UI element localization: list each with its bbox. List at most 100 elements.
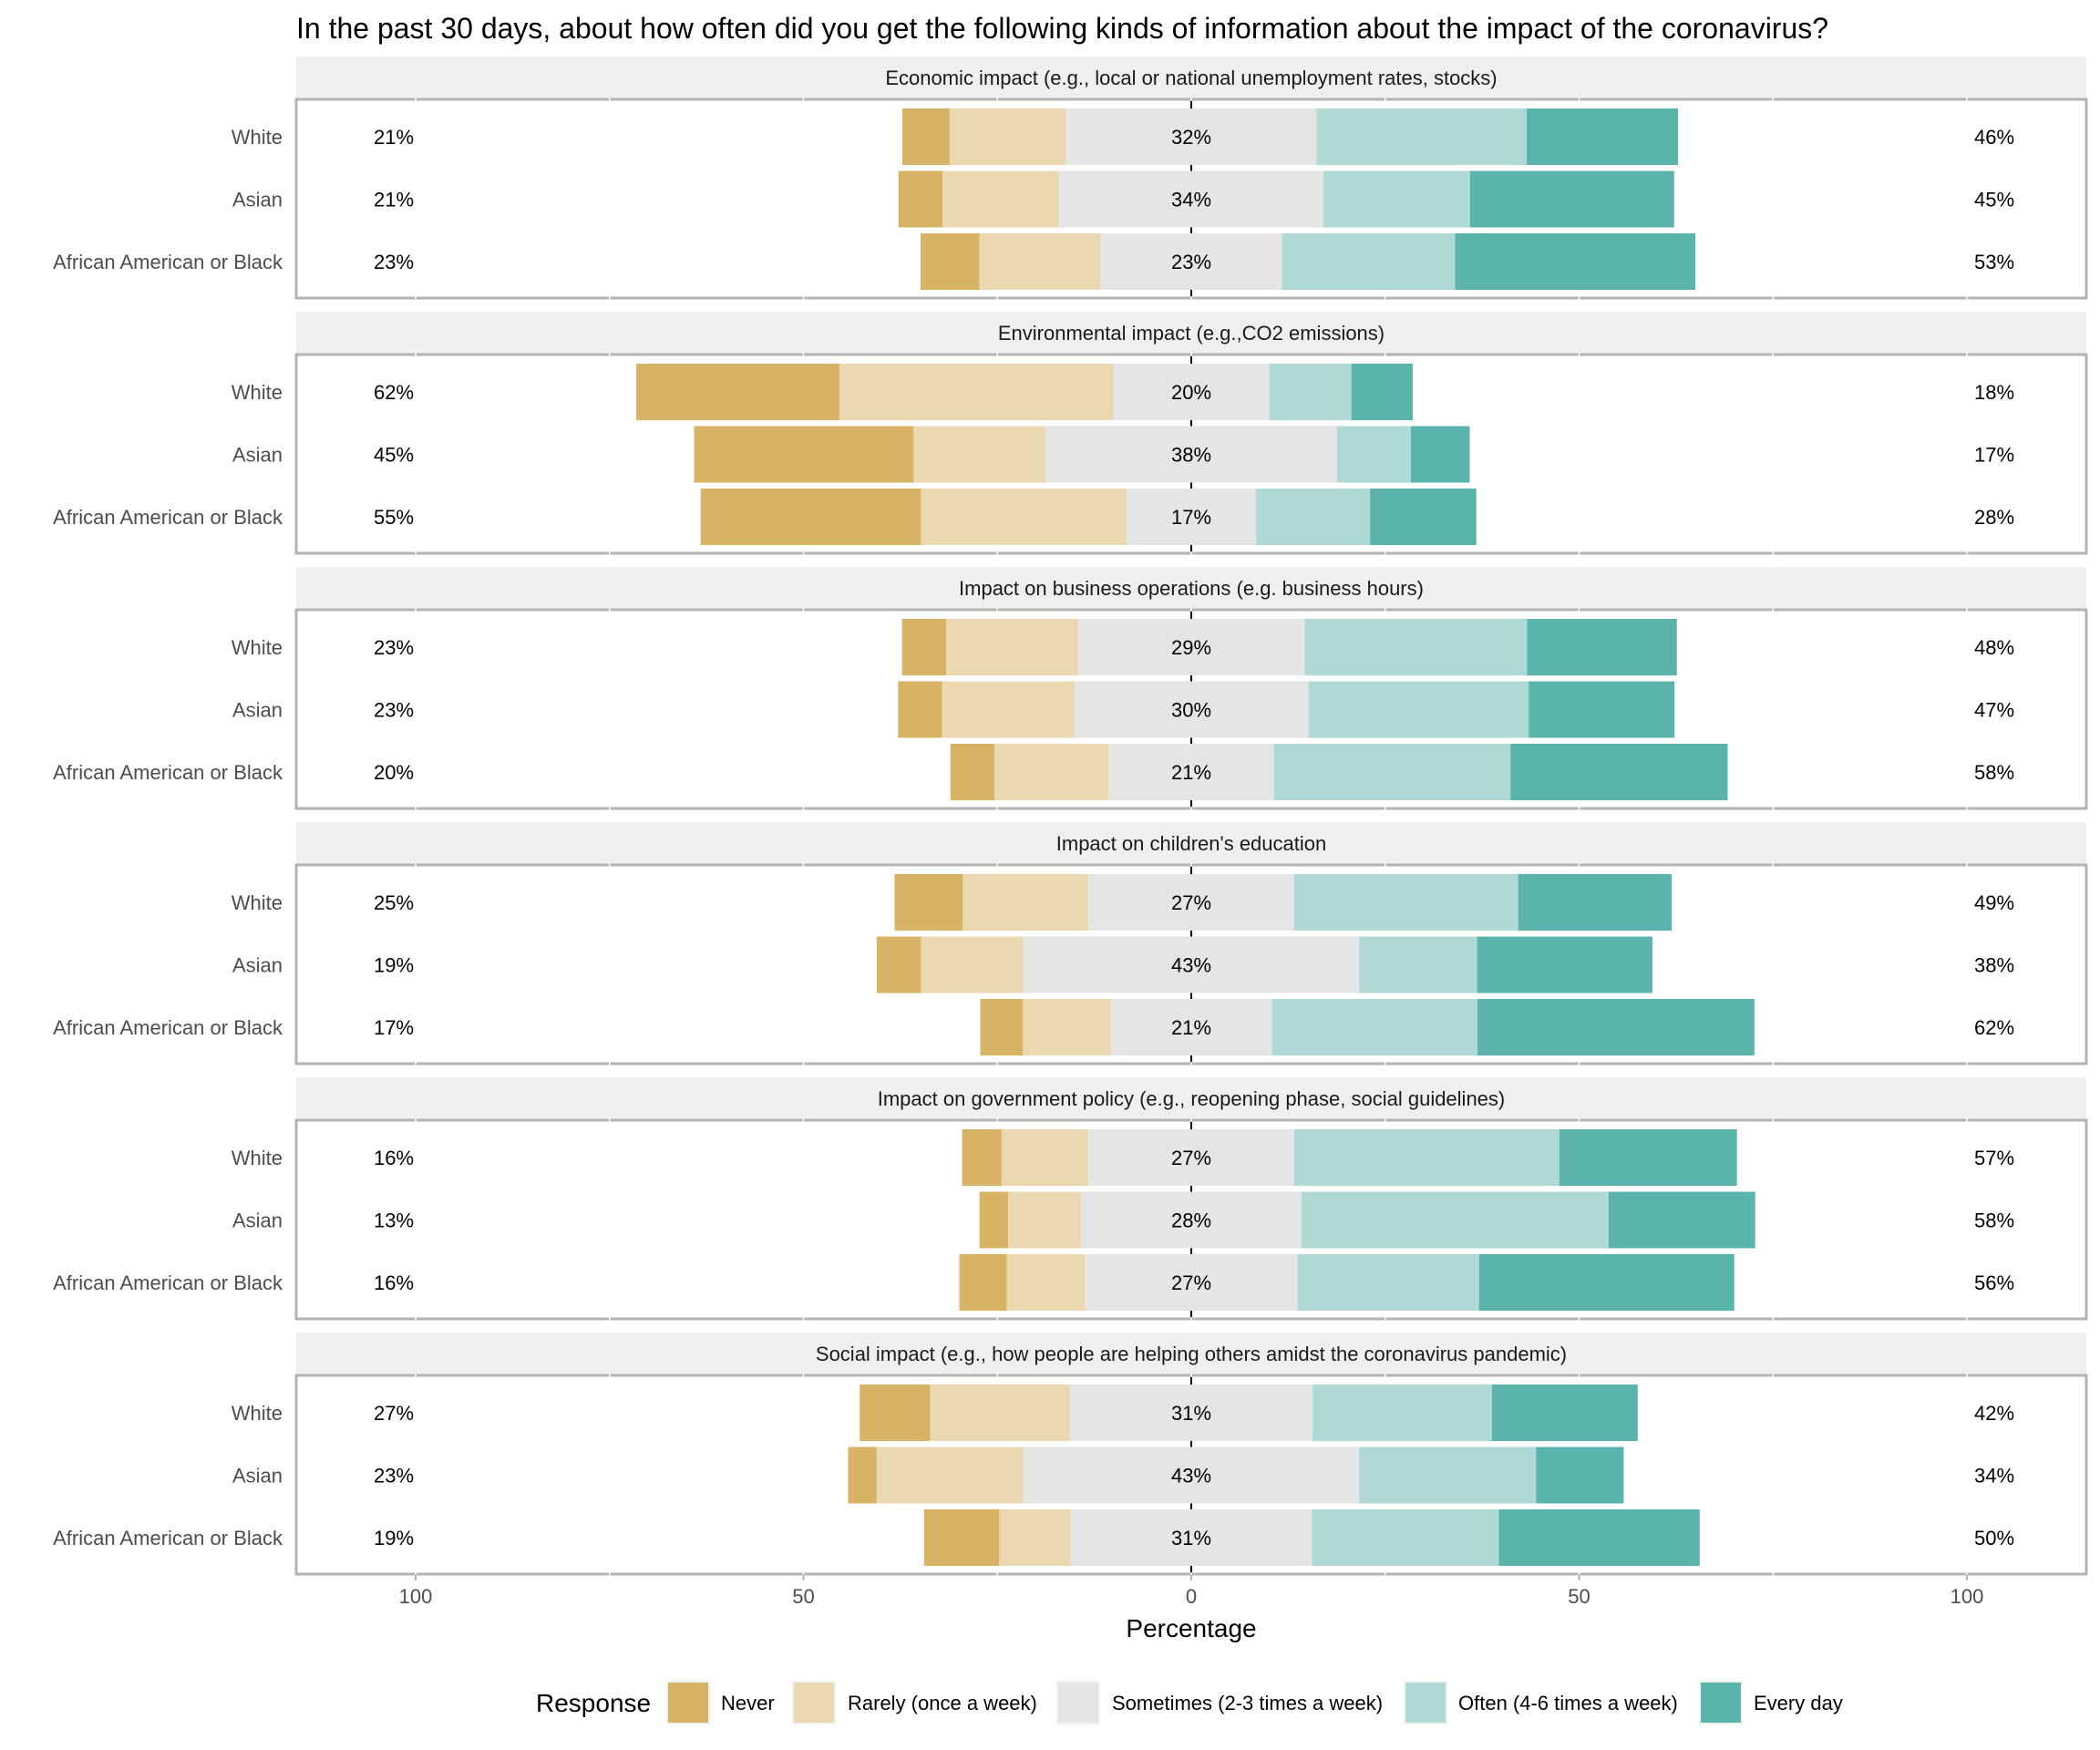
- bar-segment-rarely: [946, 619, 1078, 675]
- negative-total-label: 55%: [374, 506, 414, 529]
- bar-segment-sometimes: [1081, 1191, 1302, 1249]
- positive-total-label: 42%: [1974, 1402, 2014, 1425]
- bar-segment-never: [962, 1129, 1002, 1186]
- x-tick-label: 100: [1951, 1585, 1984, 1608]
- bar-segment-often: [1359, 1446, 1537, 1504]
- legend-key-swatch: [1405, 1683, 1446, 1723]
- neutral-label: 17%: [1171, 506, 1211, 529]
- legend: Response Never Rarely (once a week) Someti…: [536, 1681, 1843, 1724]
- bar-segment-rarely: [942, 170, 1059, 228]
- x-axis-title: Percentage: [1126, 1614, 1256, 1642]
- legend-item: Sometimes (2-3 times a week): [1056, 1681, 1383, 1724]
- bar-segment-every: [1410, 426, 1470, 483]
- facet-panel: Environmental impact (e.g.,CO2 emissions…: [53, 312, 2088, 555]
- bar-segment-often: [1301, 1191, 1609, 1249]
- bar-segment-sometimes: [1085, 1254, 1298, 1311]
- negative-total-label: 16%: [374, 1271, 414, 1294]
- bar-segment-often: [1273, 744, 1511, 800]
- bar-row: African American or Black 17% 21% 62%: [53, 999, 2014, 1055]
- positive-total-label: 57%: [1974, 1147, 2014, 1169]
- negative-total-label: 45%: [374, 444, 414, 467]
- negative-total-label: 20%: [374, 761, 414, 784]
- legend-key-swatch: [1058, 1683, 1098, 1723]
- bar-segment-never: [848, 1446, 877, 1504]
- bar-segment-rarely: [1006, 1254, 1086, 1311]
- bar-segment-often: [1293, 874, 1518, 931]
- bar-segment-never: [876, 936, 921, 993]
- legend-label: Every day: [1754, 1692, 1843, 1714]
- bar-segment-sometimes: [1088, 1129, 1294, 1186]
- legend-label: Sometimes (2-3 times a week): [1112, 1692, 1383, 1714]
- bar-segment-every: [1477, 936, 1652, 993]
- row-label: Asian: [232, 1465, 283, 1488]
- bar-segment-rarely: [1008, 1191, 1082, 1249]
- bar-segment-never: [921, 233, 980, 290]
- bar-segment-often: [1316, 108, 1528, 165]
- negative-total-label: 23%: [374, 699, 414, 722]
- bar-segment-rarely: [930, 1385, 1070, 1441]
- bar-segment-rarely: [921, 936, 1024, 993]
- bar-segment-sometimes: [1058, 170, 1324, 228]
- bar-segment-rarely: [949, 108, 1066, 165]
- bar-row: White 23% 29% 48%: [232, 619, 2014, 675]
- bar-row: Asian 13% 28% 58%: [232, 1191, 2014, 1249]
- bar-segment-sometimes: [1045, 426, 1337, 483]
- positive-total-label: 46%: [1974, 126, 2014, 149]
- bar-row: Asian 21% 34% 45%: [232, 170, 2014, 228]
- bar-segment-often: [1269, 364, 1352, 420]
- bar-segment-sometimes: [1108, 744, 1274, 800]
- neutral-label: 38%: [1171, 444, 1211, 467]
- bar-segment-every: [1529, 681, 1675, 738]
- bar-segment-every: [1510, 744, 1728, 800]
- row-label: Asian: [232, 699, 283, 722]
- x-tick-label: 0: [1186, 1585, 1197, 1608]
- neutral-label: 21%: [1171, 761, 1211, 784]
- facet-panel: Social impact (e.g., how people are help…: [53, 1333, 2088, 1576]
- legend-item: Every day: [1699, 1681, 1843, 1724]
- row-label: African American or Black: [53, 506, 283, 529]
- positive-total-label: 56%: [1974, 1271, 2014, 1294]
- facet-panel: Economic impact (e.g., local or national…: [53, 57, 2088, 300]
- bar-row: Asian 23% 30% 47%: [232, 681, 2014, 738]
- bar-segment-sometimes: [1077, 619, 1305, 675]
- neutral-label: 31%: [1171, 1402, 1211, 1425]
- x-tick-label: 50: [1568, 1585, 1590, 1608]
- x-tick-label: 50: [792, 1585, 814, 1608]
- bar-row: White 21% 32% 46%: [232, 108, 2014, 165]
- bar-segment-often: [1336, 426, 1411, 483]
- bar-segment-never: [636, 364, 840, 420]
- bar-segment-sometimes: [1069, 1385, 1313, 1441]
- facet-panel: Impact on children's education White 25% 27…: [53, 822, 2088, 1065]
- row-label: Asian: [232, 1210, 283, 1232]
- bar-segment-every: [1370, 489, 1477, 545]
- bar-segment-often: [1308, 681, 1529, 738]
- neutral-label: 31%: [1171, 1527, 1211, 1549]
- bar-row: African American or Black 55% 17% 28%: [53, 489, 2014, 545]
- positive-total-label: 49%: [1974, 891, 2014, 914]
- positive-total-label: 28%: [1974, 506, 2014, 529]
- bar-segment-rarely: [1023, 999, 1111, 1055]
- positive-total-label: 58%: [1974, 1210, 2014, 1232]
- legend-item: Often (4-6 times a week): [1404, 1681, 1678, 1724]
- negative-total-label: 21%: [374, 126, 414, 149]
- neutral-label: 34%: [1171, 189, 1211, 211]
- bar-segment-sometimes: [1023, 1446, 1360, 1504]
- bar-segment-sometimes: [1100, 233, 1282, 290]
- bar-segment-sometimes: [1113, 364, 1270, 420]
- bar-segment-every: [1478, 1254, 1735, 1311]
- positive-total-label: 62%: [1974, 1016, 2014, 1039]
- bar-segment-never: [959, 1254, 1007, 1311]
- negative-total-label: 23%: [374, 251, 414, 273]
- bar-segment-never: [902, 108, 950, 165]
- neutral-label: 30%: [1171, 699, 1211, 722]
- bar-segment-sometimes: [1126, 489, 1257, 545]
- legend-label: Never: [721, 1692, 775, 1714]
- bar-row: Asian 45% 38% 17%: [232, 426, 2014, 483]
- bar-row: African American or Black 16% 27% 56%: [53, 1254, 2014, 1311]
- bar-segment-often: [1297, 1254, 1479, 1311]
- bar-segment-never: [700, 489, 921, 545]
- legend-item: Rarely (once a week): [792, 1681, 1037, 1724]
- legend-key-swatch: [668, 1683, 708, 1723]
- positive-total-label: 47%: [1974, 699, 2014, 722]
